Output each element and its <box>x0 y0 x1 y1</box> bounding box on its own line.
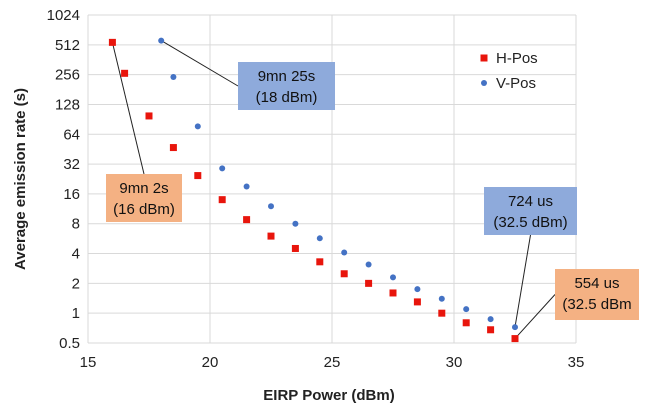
y-tick-label: 8 <box>72 216 80 233</box>
annotation-background <box>484 187 577 235</box>
v-pos-point <box>170 74 177 81</box>
x-tick-label: 15 <box>80 354 97 371</box>
v-pos-point <box>414 286 421 293</box>
annotation-connectors <box>111 40 556 339</box>
series-h-pos <box>108 38 519 343</box>
h-pos-point <box>511 335 519 343</box>
annotation-text: 9mn 2s <box>119 180 168 197</box>
h-pos-point <box>121 69 129 77</box>
y-tick-label: 128 <box>55 96 80 113</box>
annotation-background <box>238 62 335 110</box>
x-axis-title: EIRP Power (dBm) <box>263 387 394 404</box>
y-tick-label: 2 <box>72 275 80 292</box>
v-pos-point <box>158 37 165 44</box>
h-pos-point <box>267 232 275 240</box>
v-pos-point <box>438 295 445 302</box>
v-pos-point <box>316 235 323 242</box>
annotation-text: 724 us <box>508 193 553 210</box>
y-tick-label: 256 <box>55 67 80 84</box>
y-axis-title: Average emission rate (s) <box>12 88 29 270</box>
x-tick-label: 35 <box>568 354 585 371</box>
annotation-connector <box>160 40 239 87</box>
v-pos-point <box>194 123 201 130</box>
annotation-box: 554 us (32.5 dBm <box>555 269 639 320</box>
v-pos-point <box>463 306 470 313</box>
data-series <box>108 37 519 343</box>
x-tick-label: 25 <box>324 354 341 371</box>
h-pos-point <box>340 270 348 278</box>
v-pos-point <box>268 203 274 210</box>
v-pos-point <box>219 165 226 172</box>
h-pos-point <box>218 196 226 204</box>
annotation-background <box>555 269 639 320</box>
legend-marker-h-pos <box>480 54 488 62</box>
x-tick-label: 30 <box>446 354 463 371</box>
h-pos-point <box>365 279 373 287</box>
annotations: 9mn 25s (18 dBm) 9mn 2s (16 dBm) 724 us (32.5… <box>106 62 639 320</box>
annotation-box: 9mn 25s (18 dBm) <box>238 62 335 110</box>
x-tick-label: 20 <box>202 354 219 371</box>
y-tick-label: 4 <box>72 246 80 263</box>
annotation-text: (16 dBm) <box>113 201 175 218</box>
v-pos-point <box>390 274 396 281</box>
v-pos-point <box>487 316 494 323</box>
annotation-text: (32.5 dBm) <box>493 214 567 231</box>
annotation-text: (18 dBm) <box>256 89 318 106</box>
y-tick-label: 64 <box>63 126 80 143</box>
series-v-pos <box>158 37 518 331</box>
y-tick-label: 512 <box>55 37 80 54</box>
annotation-connector <box>514 234 531 328</box>
h-pos-point <box>316 258 324 266</box>
h-pos-point <box>389 289 397 297</box>
v-pos-point <box>512 324 518 331</box>
h-pos-point <box>194 172 202 180</box>
v-pos-point <box>341 249 348 256</box>
y-tick-label: 0.5 <box>59 335 80 352</box>
h-pos-point <box>413 298 421 306</box>
annotation-text: 554 us <box>574 275 619 292</box>
annotation-connector <box>514 294 556 339</box>
annotation-text: (32.5 dBm <box>562 296 631 313</box>
legend-label: H-Pos <box>496 50 538 67</box>
legend-label: V-Pos <box>496 75 536 92</box>
tick-labels: 0.5 1 2 4 8 16 32 64 128 256 512 1024 15 20 25 30 35 <box>47 7 585 371</box>
annotation-box: 724 us (32.5 dBm) <box>484 187 577 235</box>
h-pos-point <box>169 144 177 152</box>
annotation-text: 9mn 25s <box>258 68 316 85</box>
h-pos-point <box>243 216 251 224</box>
y-tick-label: 16 <box>63 186 80 203</box>
y-tick-label: 32 <box>63 156 80 173</box>
annotation-connector <box>111 42 145 175</box>
annotation-background <box>106 174 182 222</box>
h-pos-point <box>462 319 470 327</box>
h-pos-point <box>145 112 153 120</box>
h-pos-point <box>108 38 116 46</box>
v-pos-point <box>292 220 299 227</box>
annotation-box: 9mn 2s (16 dBm) <box>106 174 182 222</box>
h-pos-point <box>438 309 446 317</box>
h-pos-point <box>291 244 299 252</box>
y-tick-label: 1 <box>72 305 80 322</box>
v-pos-point <box>365 261 372 268</box>
h-pos-point <box>487 326 495 334</box>
legend: H-Pos V-Pos <box>480 50 538 92</box>
y-tick-label: 1024 <box>47 7 80 24</box>
v-pos-point <box>243 183 250 190</box>
legend-marker-v-pos <box>481 80 487 86</box>
